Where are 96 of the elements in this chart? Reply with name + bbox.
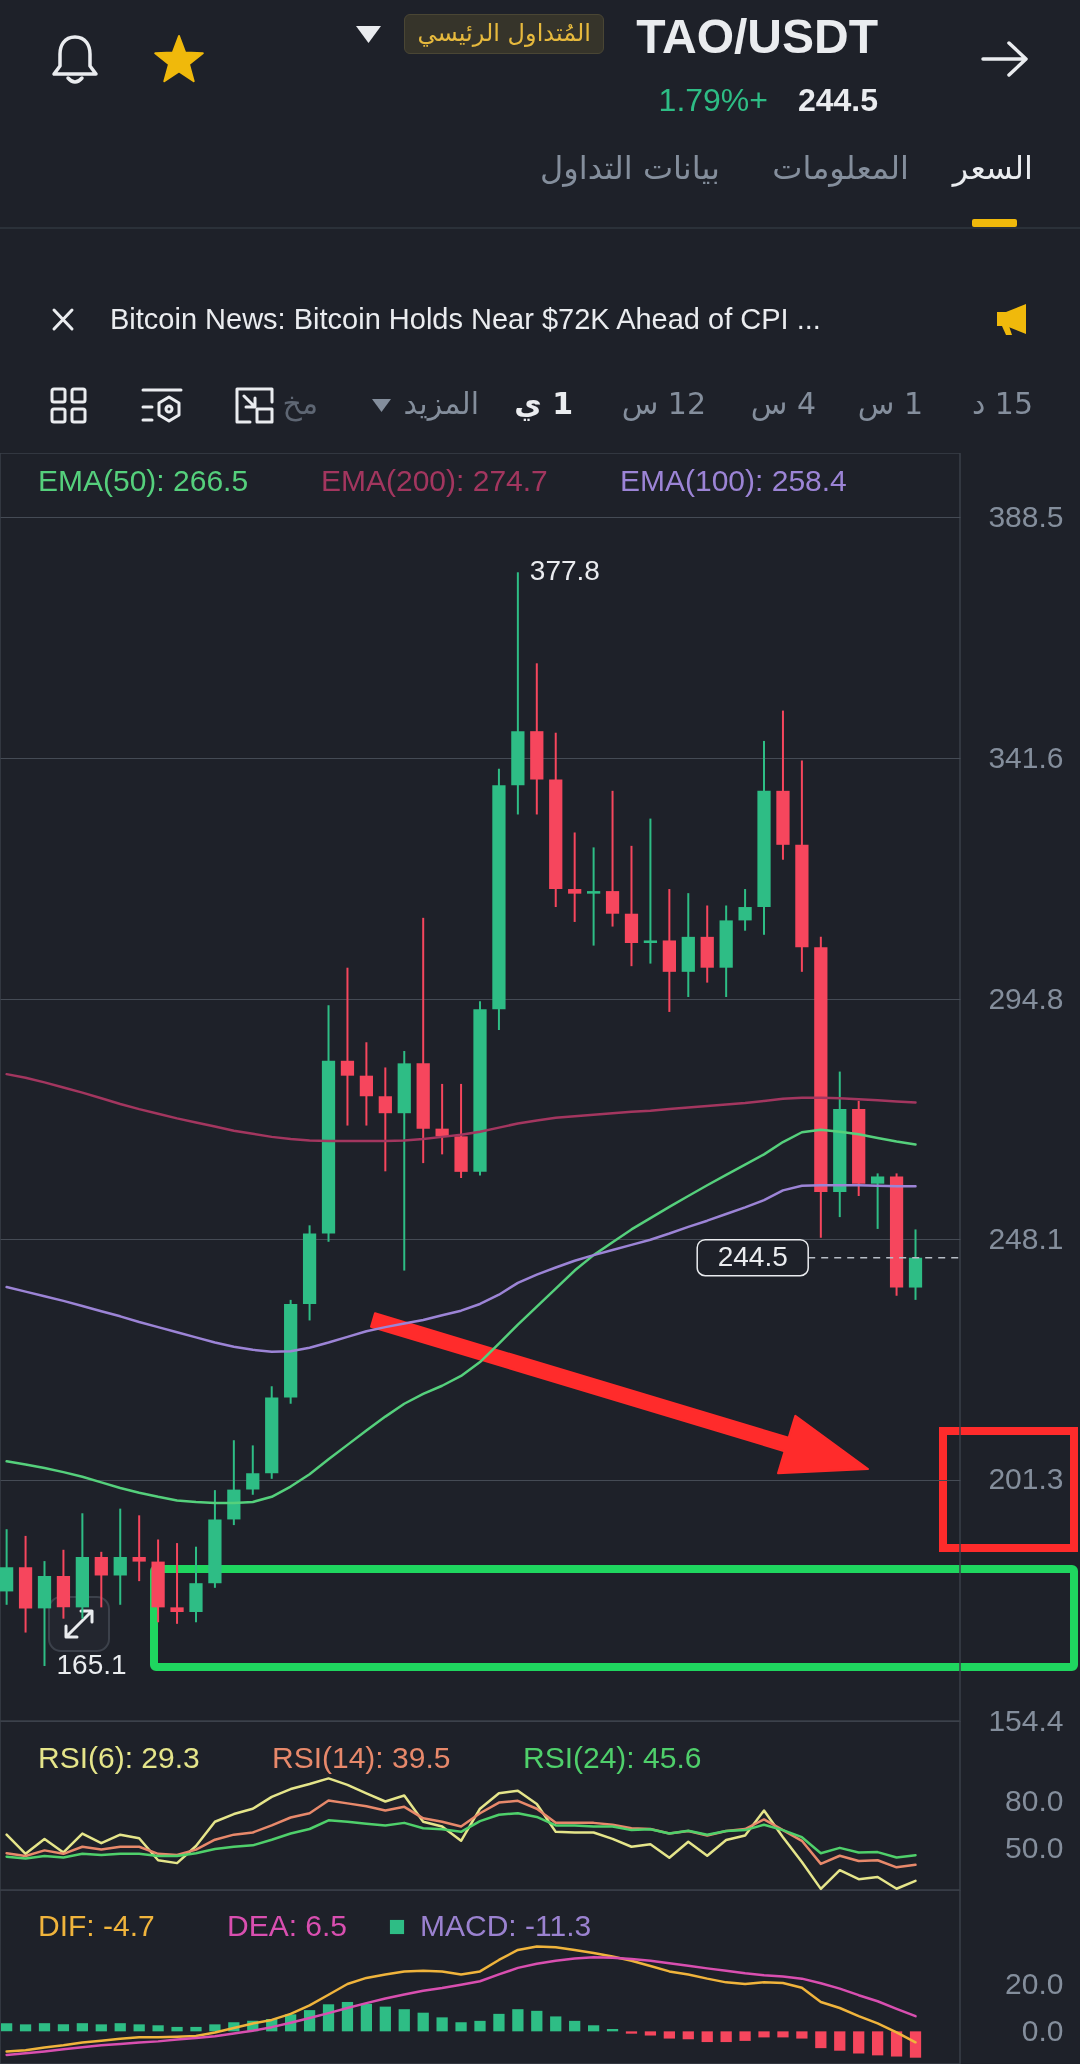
y-tick-label: 20.0 <box>1005 1967 1064 2001</box>
candlestick <box>94 1550 108 1609</box>
text: 1.79%+ <box>658 82 768 119</box>
bar <box>436 2017 448 2032</box>
bar <box>890 2031 903 2057</box>
candlestick <box>586 846 601 947</box>
text: بيانات التداول <box>540 149 720 187</box>
text: السعر <box>952 149 1033 187</box>
bar <box>625 2031 638 2034</box>
y-tick-label: 0.0 <box>1021 2013 1064 2047</box>
bar <box>550 2016 562 2032</box>
bar <box>834 2031 846 2051</box>
y-tick-label: 80.0 <box>1005 1783 1064 1817</box>
bar <box>38 2023 51 2032</box>
series-label: RSI(24): 45.6 <box>523 1741 702 1774</box>
text: DIF: -4.7 <box>38 1909 155 1942</box>
bar <box>720 2031 732 2043</box>
bar <box>360 2003 373 2032</box>
text: DEA: 6.5 <box>227 1909 348 1942</box>
y-tick-label: 294.8 <box>988 981 1064 1015</box>
bar <box>815 2031 827 2049</box>
candlestick <box>871 1172 885 1230</box>
bar <box>682 2031 694 2040</box>
candlestick <box>170 1542 184 1625</box>
bar <box>474 2020 486 2032</box>
bar <box>758 2031 770 2038</box>
bar <box>701 2031 713 2043</box>
bar <box>531 2010 543 2032</box>
text: المزيد <box>403 386 479 422</box>
candlestick <box>113 1507 127 1606</box>
bar <box>777 2031 789 2038</box>
candlestick <box>378 1066 392 1173</box>
text: 15 د <box>971 386 1033 422</box>
candlestick <box>246 1444 260 1496</box>
line-series <box>5 1072 917 1143</box>
bar <box>587 2025 600 2032</box>
y-tick-label: 201.3 <box>988 1462 1064 1496</box>
bar <box>739 2031 751 2041</box>
candlestick <box>132 1514 146 1583</box>
bar <box>663 2031 675 2039</box>
bar <box>379 2006 391 2032</box>
text: 1 ي <box>514 386 573 422</box>
bar <box>853 2031 865 2054</box>
bar <box>171 2026 183 2032</box>
text: EMA(50): 266.5 <box>38 464 249 497</box>
candlestick <box>643 817 658 965</box>
bar <box>569 2020 581 2032</box>
legend-label: MACD: -11.3 <box>420 1909 592 1942</box>
y-tick-label: 388.5 <box>988 499 1064 533</box>
annotation: 165.1 <box>56 1648 127 1680</box>
bar <box>152 2025 164 2032</box>
bar <box>0 2023 13 2032</box>
candlestick <box>738 888 752 932</box>
candlestick <box>340 966 355 1127</box>
line-series <box>5 1812 917 1860</box>
ref-line-label: 244.5 <box>717 1240 788 1272</box>
bar <box>190 2026 202 2032</box>
text: 4 س <box>750 386 816 422</box>
text: EMA(200): 274.7 <box>321 464 548 497</box>
bar <box>398 2009 410 2032</box>
bar <box>114 2023 126 2032</box>
bar <box>133 2024 145 2032</box>
bar <box>493 2013 505 2032</box>
text: 12 س <box>621 386 706 422</box>
bar <box>455 2022 467 2032</box>
bar <box>796 2031 808 2039</box>
bar <box>417 2012 429 2032</box>
series-label: RSI(6): 29.3 <box>38 1741 200 1774</box>
text: TAO/USDT <box>636 9 878 65</box>
bar <box>909 2031 922 2058</box>
bar <box>209 2024 221 2032</box>
text: 244.5 <box>797 82 878 119</box>
y-tick-label: 50.0 <box>1005 1830 1064 1864</box>
bar <box>872 2031 884 2056</box>
bar <box>76 2023 88 2032</box>
bar <box>512 2009 524 2032</box>
candlestick <box>605 789 620 928</box>
y-tick-label: 248.1 <box>988 1221 1064 1255</box>
bar <box>57 2024 70 2032</box>
text: 1 س <box>857 386 923 422</box>
line-series <box>5 1777 917 1891</box>
text: Bitcoin News: Bitcoin Holds Near $72K Ahead of CPI ... <box>110 303 821 337</box>
annotation: 377.8 <box>529 555 600 587</box>
y-tick-label: 341.6 <box>988 740 1064 774</box>
series-label: RSI(14): 39.5 <box>272 1741 451 1774</box>
bar <box>644 2031 657 2036</box>
text: مخ <box>282 386 318 422</box>
candlestick <box>359 1041 374 1127</box>
text: المُتداول الرئيسي <box>404 14 604 54</box>
bar <box>95 2024 107 2032</box>
bar <box>19 2024 32 2032</box>
line-series <box>5 1128 917 1505</box>
text: EMA(100): 258.4 <box>620 464 847 497</box>
y-tick-label: 154.4 <box>988 1703 1064 1737</box>
candlestick <box>568 831 582 923</box>
text: المعلومات <box>772 149 909 187</box>
